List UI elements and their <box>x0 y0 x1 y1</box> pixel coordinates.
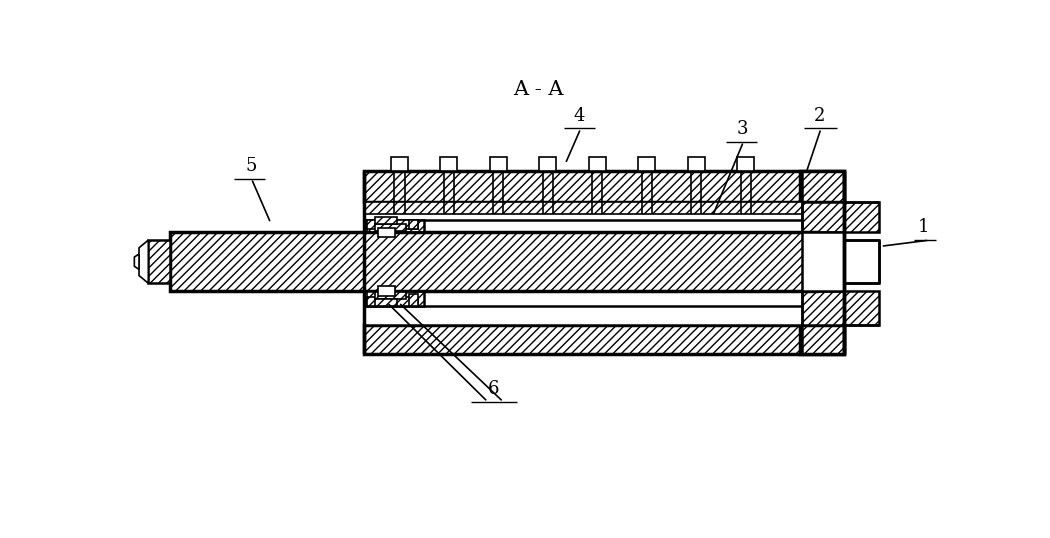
Bar <box>408 294 418 306</box>
Bar <box>366 220 418 229</box>
Polygon shape <box>134 254 139 270</box>
Bar <box>366 220 376 232</box>
Bar <box>440 157 458 171</box>
Text: A - A: A - A <box>512 80 564 99</box>
Bar <box>800 325 844 354</box>
Bar <box>363 202 844 220</box>
Bar <box>363 202 844 214</box>
Bar <box>363 325 844 354</box>
Bar <box>363 291 424 306</box>
Bar <box>844 291 879 325</box>
Bar <box>490 157 507 171</box>
Bar <box>737 157 754 171</box>
Bar <box>844 202 879 232</box>
Bar <box>363 220 424 232</box>
Bar <box>375 300 397 306</box>
Bar <box>363 171 844 202</box>
Bar <box>363 306 844 325</box>
Bar <box>148 240 170 283</box>
Bar <box>589 157 606 171</box>
Bar <box>378 228 395 237</box>
Bar <box>844 240 879 283</box>
Bar <box>378 286 395 295</box>
Bar <box>170 232 817 291</box>
Bar <box>801 202 844 232</box>
Bar <box>540 157 557 171</box>
Text: 1: 1 <box>918 218 929 236</box>
Bar <box>366 297 418 306</box>
Bar <box>800 171 844 202</box>
Bar <box>801 291 844 325</box>
Bar <box>375 224 406 231</box>
Text: 4: 4 <box>573 107 585 125</box>
Bar <box>375 293 406 300</box>
Bar <box>391 157 407 171</box>
Polygon shape <box>139 240 148 283</box>
Text: 5: 5 <box>246 157 257 175</box>
Bar <box>801 232 844 291</box>
Bar <box>366 291 376 306</box>
Text: 6: 6 <box>488 380 500 398</box>
Text: 2: 2 <box>814 107 825 125</box>
Bar <box>408 220 418 229</box>
Bar <box>688 157 705 171</box>
Bar <box>375 217 397 224</box>
Bar <box>638 157 655 171</box>
Text: 3: 3 <box>736 120 748 138</box>
